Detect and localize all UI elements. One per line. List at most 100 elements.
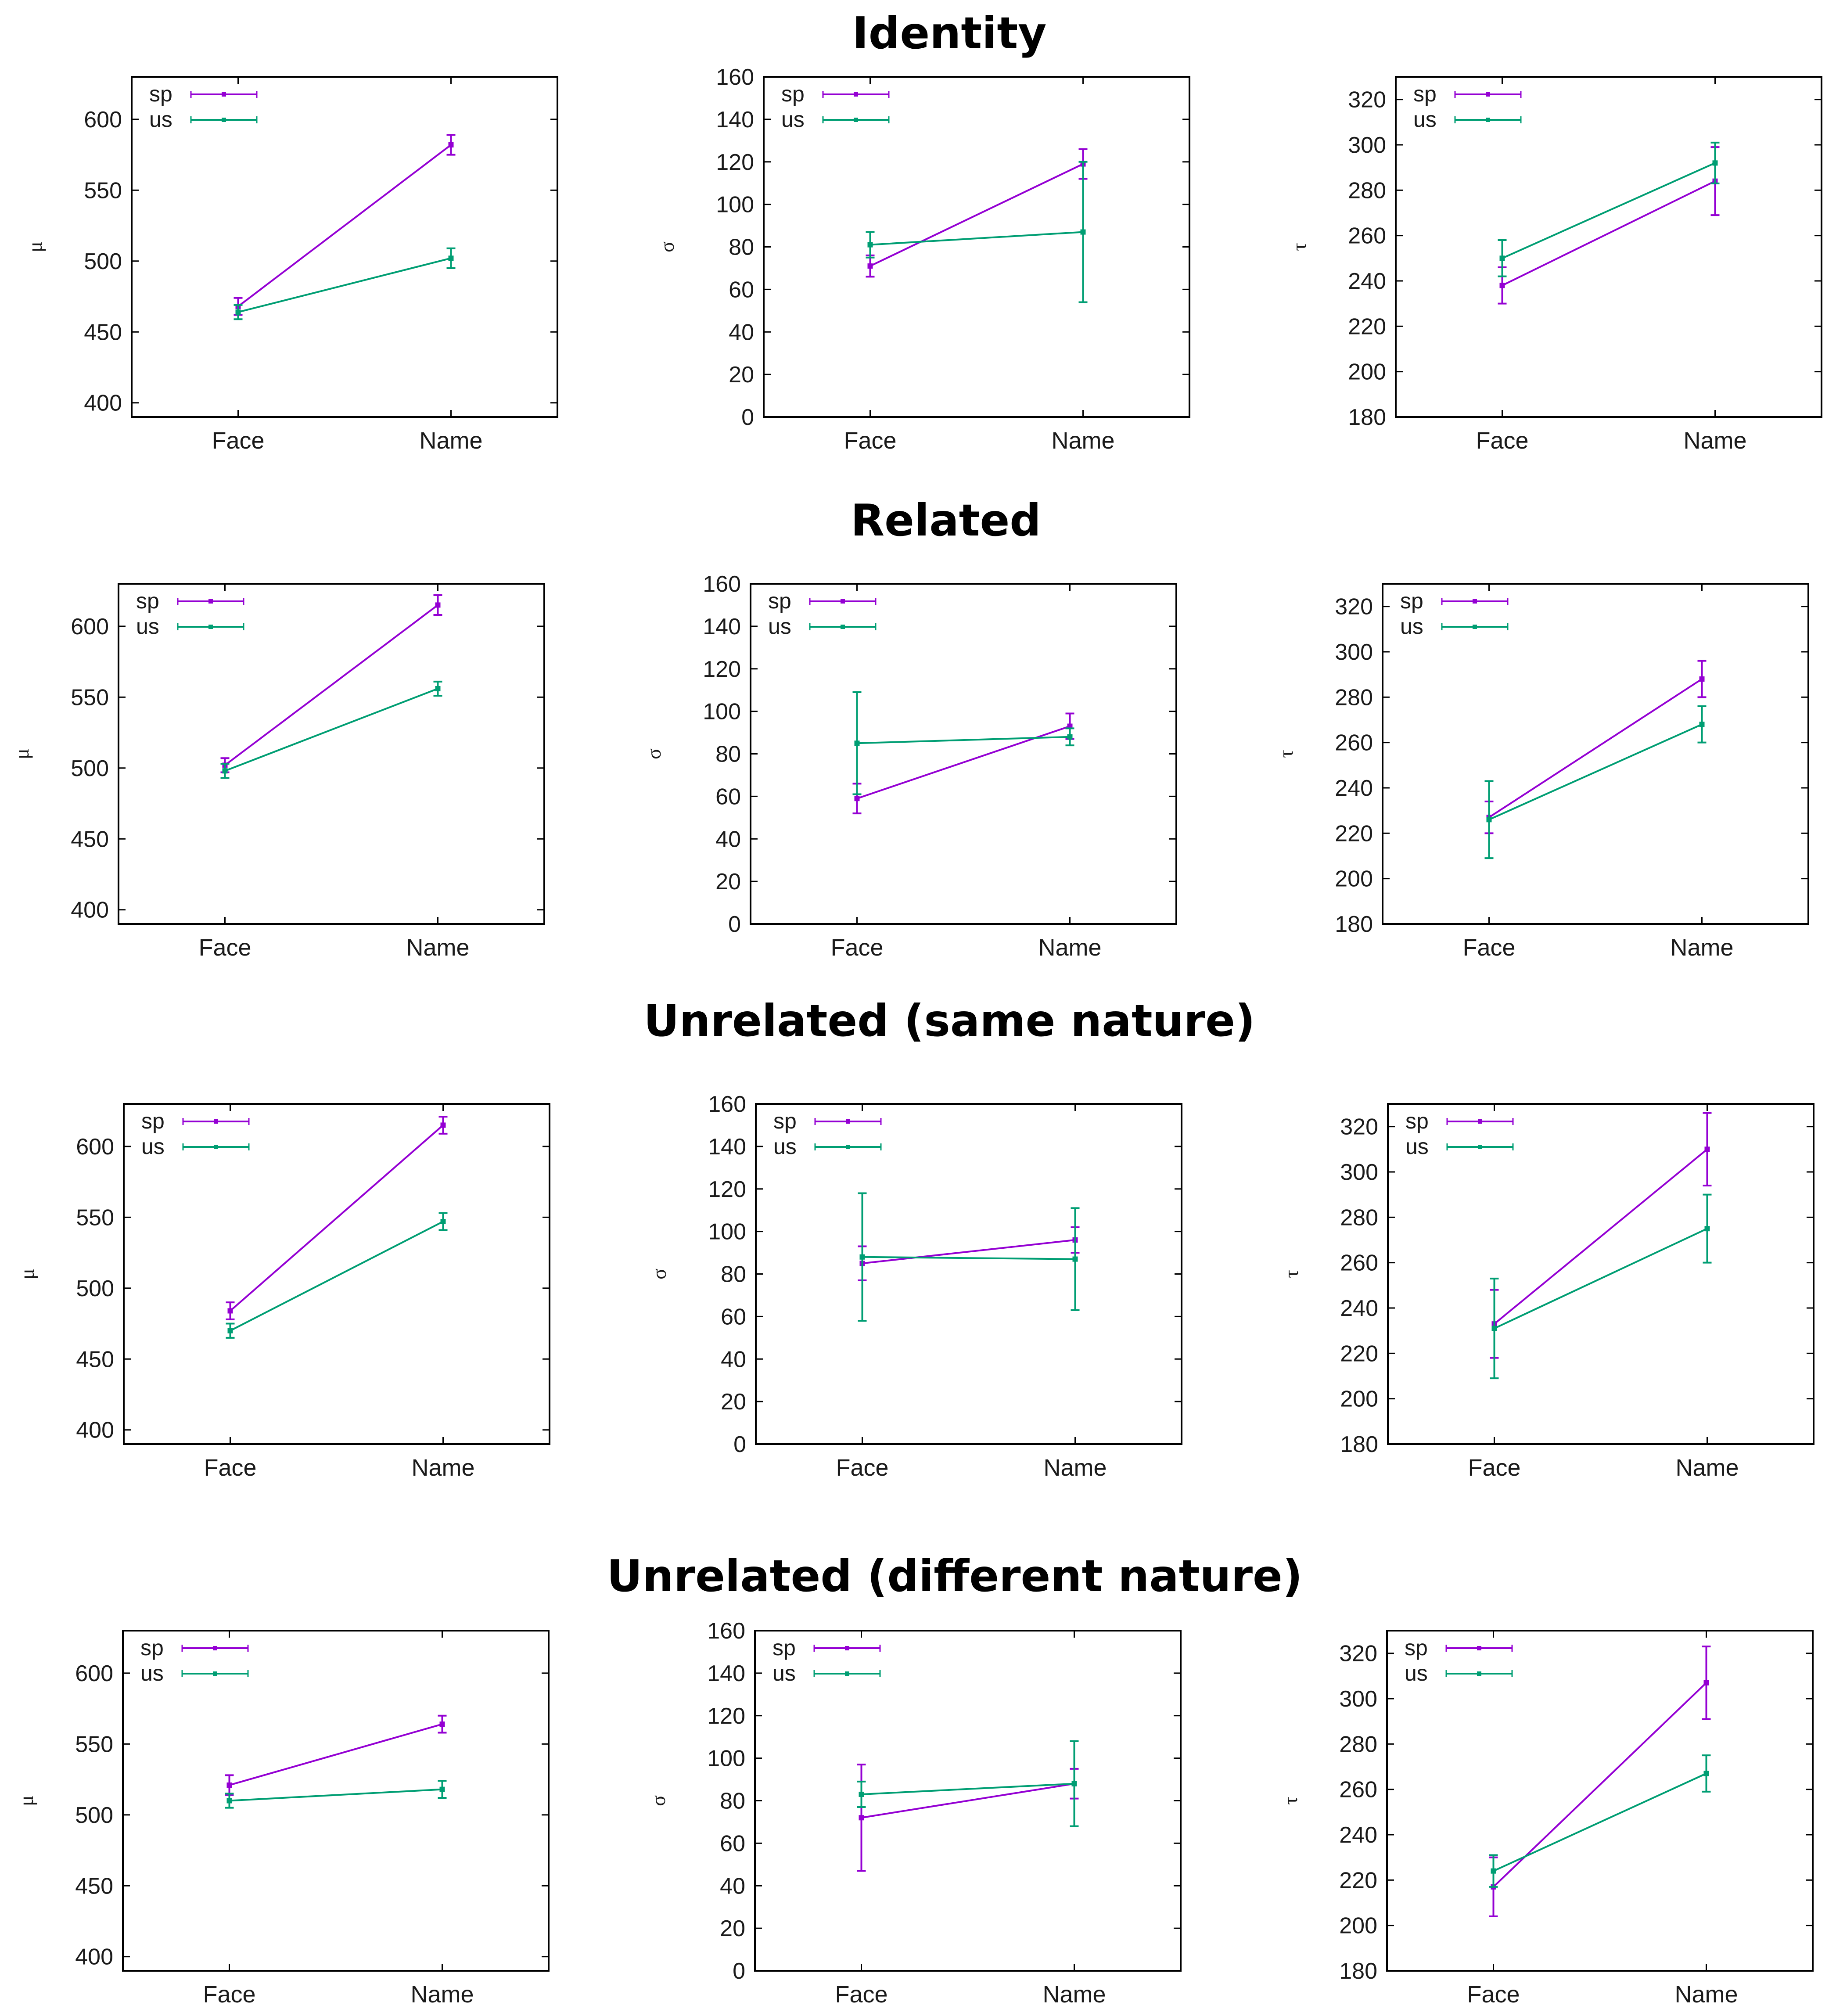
panel-r1c2-series-sp-point [1699, 676, 1705, 682]
panel-r0c1-ytick-label: 140 [716, 107, 754, 133]
panel-r1c1-series-us-point [854, 740, 860, 746]
panel-r2c0-legend-sp-marker [214, 1119, 218, 1124]
panel-r0c1-ytick-label: 0 [741, 405, 754, 430]
panel-r0c2-ytick-label: 220 [1348, 314, 1386, 339]
panel-r0c2-ytick-label: 200 [1348, 359, 1386, 385]
panel-r3c2-xcat-label: Face [1467, 1981, 1520, 2008]
panel-r1c2-series-sp-line [1488, 678, 1703, 818]
panel-r1c1-frame [750, 583, 1177, 925]
panel-r0c2-series-sp-point [1499, 283, 1505, 288]
panel-r1c0-ylabel: μ [11, 748, 33, 759]
panel-r1c2-series-us-line [1488, 723, 1703, 821]
panel-r1c1-series-us-line [857, 736, 1070, 744]
panel-r2c0-series-sp-line [230, 1124, 444, 1312]
panel-r2c2-xcat-label: Name [1675, 1455, 1739, 1481]
panel-r1c1-xcat-label: Face [830, 934, 883, 961]
panel-r1c2-ytick-label: 260 [1335, 730, 1373, 756]
panel-r0c0-legend-us-marker [222, 118, 226, 122]
panel-r1c2-legend-sp-label: sp [1400, 589, 1423, 613]
panel-r2c0-ytick-label: 500 [76, 1276, 114, 1301]
panel-r3c0-series-us-point [439, 1786, 445, 1792]
panel-r2c1-ylabel: σ [648, 1269, 670, 1279]
panel-r3c2-xcat-label: Name [1674, 1981, 1738, 2008]
panel-r2c0-ytick-label: 400 [76, 1418, 114, 1443]
panel-r3c1-series-sp-point [859, 1815, 864, 1821]
panel-r1c1-ytick-label: 120 [703, 657, 741, 682]
panel-r2c1-series-us-point [859, 1254, 865, 1260]
panel-r1c2-ytick-label: 220 [1335, 821, 1373, 846]
panel-r2c2-ytick-label: 240 [1340, 1296, 1378, 1321]
panel-r3c1-ytick-label: 100 [707, 1746, 745, 1772]
row-title-unrelated-different: Unrelated (different nature) [607, 1550, 1302, 1602]
panel-r2c1-series-us-line [862, 1256, 1075, 1260]
panel-r2c0-xcat-label: Face [204, 1455, 256, 1481]
panel-r2c0-series-us-point [227, 1328, 233, 1333]
panel-r0c0-series-us-point [448, 255, 454, 261]
panel-r1c0-legend-us-label: us [136, 614, 159, 639]
panel-r3c1-ylabel: σ [647, 1795, 669, 1806]
panel-r1c1-legend-us-label: us [768, 614, 791, 639]
panel-r1c1-legend-us-marker [841, 625, 845, 629]
panel-r1c0-series-sp-line [224, 604, 438, 766]
panel-r0c1-frame [763, 76, 1190, 418]
panel-r2c0-series-sp-point [440, 1122, 446, 1128]
panel-r2c2-xcat-label: Face [1468, 1455, 1520, 1481]
panel-r3c0-xcat-label: Face [203, 1981, 255, 2008]
panel-r0c0-series-sp-line [237, 144, 452, 307]
panel-r1c0-ytick-label: 400 [71, 898, 109, 923]
panel-r3c1-series-sp-line [861, 1782, 1074, 1819]
panel-r1c1-xcat-label: Name [1038, 934, 1101, 961]
panel-r3c0-ytick-label: 500 [75, 1803, 113, 1828]
panel-r0c2-ytick-label: 300 [1348, 133, 1386, 158]
panel-r2c0-legend-sp-label: sp [141, 1109, 165, 1133]
panel-r2c1-ytick-label: 40 [721, 1347, 746, 1372]
panel-r3c2-series-sp-point [1703, 1680, 1709, 1685]
panel-r1c0-ytick-label: 550 [71, 685, 109, 710]
panel-r0c0-series-sp-point [448, 142, 454, 147]
panel-r0c2-series-us-line [1502, 162, 1716, 259]
panel-r0c1-legend-us-label: us [781, 107, 805, 132]
panel-r2c1-ytick-label: 160 [708, 1092, 746, 1117]
panel-r3c2-series-us-line [1493, 1772, 1707, 1872]
panel-r0c1-ytick-label: 20 [729, 362, 754, 388]
panel-r3c0-ytick-label: 400 [75, 1944, 113, 1970]
panel-r1c1-series-sp-point [854, 796, 860, 801]
panel-r3c0-frame [122, 1630, 550, 1972]
panel-r3c1-ytick-label: 160 [707, 1618, 745, 1644]
panel-r1c0-frame [118, 583, 545, 925]
panel-r3c2-legend-us-marker [1477, 1671, 1481, 1676]
panel-r2c0-ytick-label: 450 [76, 1347, 114, 1372]
panel-r3c1-legend-sp-marker [845, 1646, 849, 1650]
panel-r3c1-series-us-point [1071, 1781, 1077, 1786]
panel-r2c0-frame [123, 1103, 550, 1445]
panel-r1c0-xcat-label: Face [198, 934, 251, 961]
panel-r1c1-ytick-label: 20 [715, 869, 741, 895]
panel-r0c1-ytick-label: 120 [716, 150, 754, 175]
panel-r2c0-series-sp-point [227, 1308, 233, 1314]
panel-r2c2-ytick-label: 220 [1340, 1341, 1378, 1366]
panel-r2c1-xcat-label: Face [836, 1455, 888, 1481]
row-title-related: Related [851, 495, 1041, 546]
panel-r1c0-series-us-point [222, 768, 228, 774]
panel-r2c2-ytick-label: 260 [1340, 1251, 1378, 1276]
panel-r3c2-legend-sp-label: sp [1405, 1635, 1428, 1660]
panel-r2c1-ytick-label: 20 [721, 1389, 746, 1415]
panel-r0c1-ytick-label: 100 [716, 192, 754, 218]
panel-r0c0-legend-sp-marker [222, 92, 226, 97]
panel-r2c1-ytick-label: 140 [708, 1134, 746, 1160]
panel-r3c1-ytick-label: 0 [733, 1959, 745, 1984]
panel-r0c1-xcat-label: Name [1051, 428, 1114, 454]
panel-r3c0-ylabel: μ [15, 1795, 37, 1806]
panel-r0c2-xcat-label: Name [1683, 428, 1746, 454]
panel-r3c0-series-us-point [226, 1798, 232, 1804]
panel-r3c2-legend-sp-marker [1477, 1646, 1481, 1650]
panel-r2c0-series-us-point [440, 1219, 446, 1225]
panel-r0c1-legend-sp-label: sp [781, 82, 805, 106]
panel-r2c0-series-us-line [230, 1221, 444, 1332]
panel-r3c2-ytick-label: 180 [1339, 1959, 1377, 1984]
